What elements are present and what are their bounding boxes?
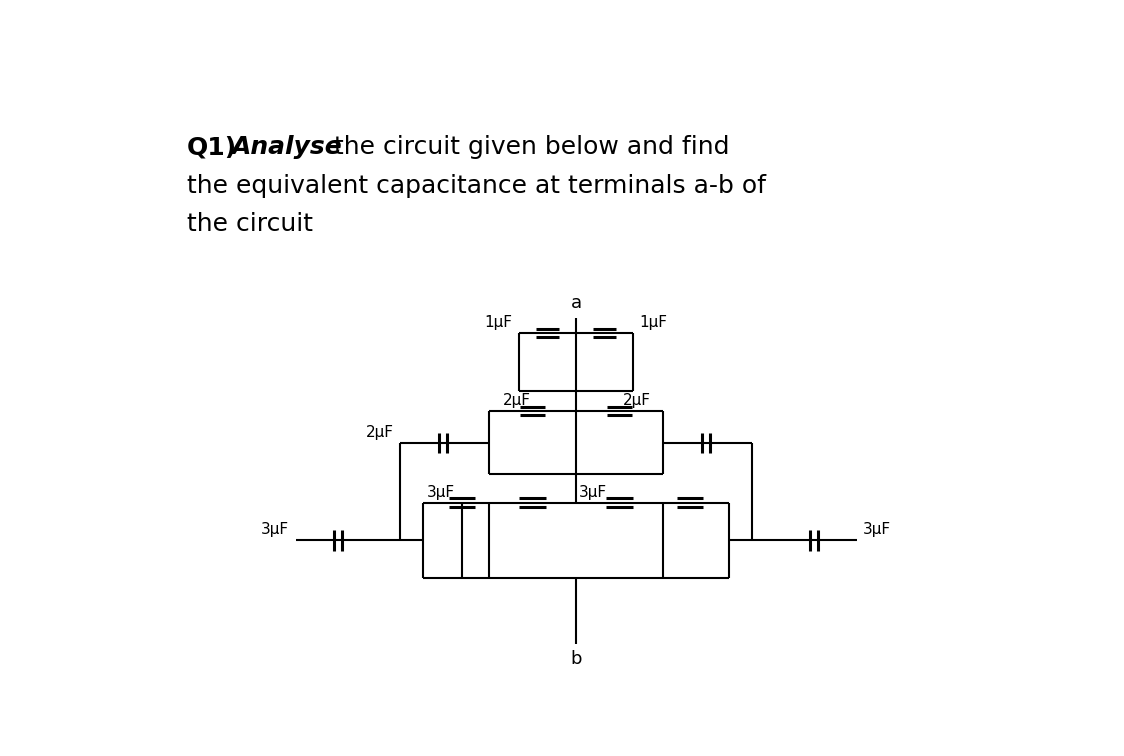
Text: 1μF: 1μF — [640, 315, 668, 330]
Text: 3μF: 3μF — [427, 485, 455, 500]
Text: Analyse: Analyse — [232, 135, 343, 160]
Text: the equivalent capacitance at terminals a-b of: the equivalent capacitance at terminals … — [187, 174, 765, 198]
Text: 3μF: 3μF — [863, 522, 891, 538]
Text: the circuit given below and find: the circuit given below and find — [326, 135, 729, 160]
Text: the circuit: the circuit — [187, 212, 312, 237]
Text: 2μF: 2μF — [504, 393, 532, 408]
Text: b: b — [570, 649, 582, 668]
Text: 2μF: 2μF — [366, 425, 393, 439]
Text: 3μF: 3μF — [579, 485, 607, 500]
Text: Q1): Q1) — [187, 135, 237, 160]
Text: 2μF: 2μF — [623, 393, 651, 408]
Text: 1μF: 1μF — [484, 315, 513, 330]
Text: a: a — [571, 294, 581, 311]
Text: 3μF: 3μF — [261, 522, 289, 538]
